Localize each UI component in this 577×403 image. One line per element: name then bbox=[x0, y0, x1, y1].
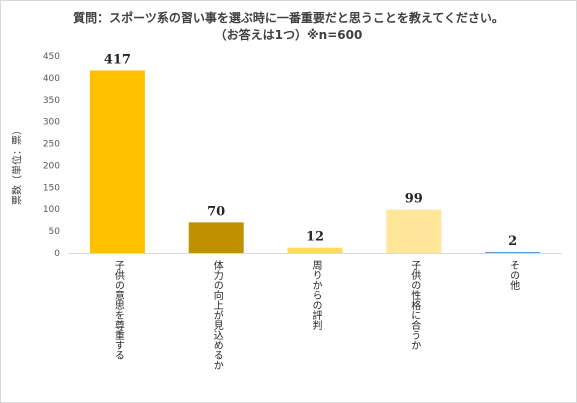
category-label: 子供の意思を尊重する bbox=[112, 260, 124, 360]
y-tick-label: 100 bbox=[43, 205, 60, 215]
bar bbox=[188, 222, 244, 253]
category-label: その他 bbox=[507, 260, 519, 290]
chart-subtitle: （お答えは1つ）※n=600 bbox=[214, 28, 363, 42]
category-label: 子供の性格に合うか bbox=[408, 260, 420, 350]
y-tick-label: 450 bbox=[43, 52, 60, 62]
data-label: 12 bbox=[306, 230, 324, 245]
chart-title: 質問：スポーツ系の習い事を選ぶ時に一番重要だと思うことを教えてください。 bbox=[73, 11, 504, 25]
bar bbox=[485, 252, 541, 253]
bars bbox=[89, 70, 541, 254]
data-label: 99 bbox=[405, 192, 423, 207]
category-label: 周りからの評判 bbox=[310, 260, 321, 330]
y-tick-label: 200 bbox=[43, 161, 60, 171]
data-label: 70 bbox=[207, 204, 225, 219]
y-tick-label: 50 bbox=[49, 227, 61, 237]
category-label: 体力の向上が見込めるか bbox=[211, 260, 223, 370]
y-tick-label: 300 bbox=[43, 118, 60, 128]
y-tick-label: 350 bbox=[43, 96, 60, 106]
y-axis-ticks: 0 50 100 150 200 250 300 350 400 450 bbox=[43, 52, 60, 259]
y-tick-label: 400 bbox=[43, 74, 60, 84]
bar bbox=[386, 209, 442, 253]
data-labels: 417 70 12 99 2 bbox=[104, 52, 517, 249]
y-tick-label: 250 bbox=[43, 140, 60, 150]
data-label: 2 bbox=[508, 234, 517, 249]
y-tick-label: 0 bbox=[54, 249, 60, 259]
data-label: 417 bbox=[104, 52, 131, 67]
y-tick-label: 150 bbox=[43, 183, 60, 193]
bar bbox=[287, 247, 343, 253]
bar bbox=[89, 70, 145, 254]
